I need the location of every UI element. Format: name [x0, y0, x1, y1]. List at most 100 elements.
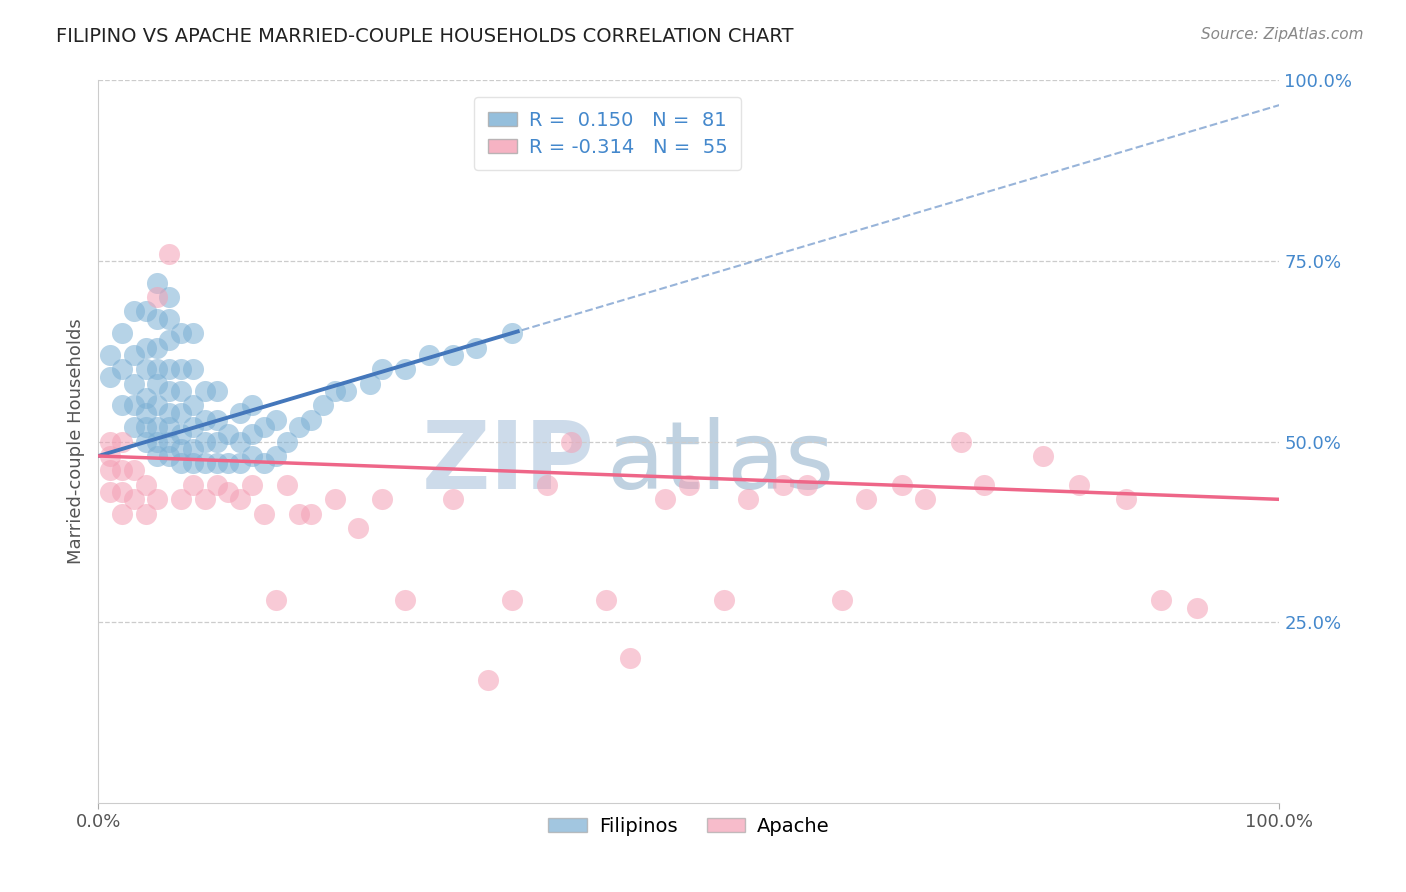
Point	[157, 420, 180, 434]
Point	[465, 341, 488, 355]
Point	[111, 398, 134, 412]
Point	[205, 384, 228, 398]
Point	[217, 456, 239, 470]
Point	[1150, 593, 1173, 607]
Point	[111, 326, 134, 340]
Text: FILIPINO VS APACHE MARRIED-COUPLE HOUSEHOLDS CORRELATION CHART: FILIPINO VS APACHE MARRIED-COUPLE HOUSEH…	[56, 27, 794, 45]
Point	[371, 362, 394, 376]
Point	[181, 420, 204, 434]
Point	[264, 413, 287, 427]
Point	[135, 362, 157, 376]
Point	[146, 398, 169, 412]
Point	[111, 434, 134, 449]
Point	[678, 478, 700, 492]
Point	[501, 326, 523, 340]
Point	[122, 420, 145, 434]
Point	[855, 492, 877, 507]
Point	[146, 376, 169, 391]
Point	[240, 449, 263, 463]
Point	[98, 485, 121, 500]
Point	[253, 456, 276, 470]
Point	[146, 449, 169, 463]
Point	[229, 434, 252, 449]
Point	[264, 593, 287, 607]
Point	[713, 593, 735, 607]
Point	[796, 478, 818, 492]
Point	[1067, 478, 1090, 492]
Point	[157, 434, 180, 449]
Point	[949, 434, 972, 449]
Legend: Filipinos, Apache: Filipinos, Apache	[540, 809, 838, 844]
Point	[253, 507, 276, 521]
Point	[146, 420, 169, 434]
Point	[111, 362, 134, 376]
Text: Source: ZipAtlas.com: Source: ZipAtlas.com	[1201, 27, 1364, 42]
Point	[394, 362, 416, 376]
Point	[501, 593, 523, 607]
Point	[205, 434, 228, 449]
Point	[181, 456, 204, 470]
Point	[371, 492, 394, 507]
Point	[146, 434, 169, 449]
Point	[323, 384, 346, 398]
Point	[619, 651, 641, 665]
Point	[181, 398, 204, 412]
Point	[122, 463, 145, 477]
Point	[122, 492, 145, 507]
Point	[135, 420, 157, 434]
Point	[536, 478, 558, 492]
Point	[240, 478, 263, 492]
Point	[205, 478, 228, 492]
Point	[347, 521, 370, 535]
Point	[276, 434, 298, 449]
Text: atlas: atlas	[606, 417, 835, 509]
Point	[1185, 600, 1208, 615]
Point	[98, 449, 121, 463]
Point	[288, 507, 311, 521]
Point	[157, 334, 180, 348]
Point	[737, 492, 759, 507]
Point	[135, 304, 157, 318]
Point	[973, 478, 995, 492]
Point	[217, 427, 239, 442]
Point	[170, 362, 193, 376]
Point	[194, 456, 217, 470]
Point	[157, 362, 180, 376]
Point	[135, 478, 157, 492]
Point	[157, 406, 180, 420]
Point	[170, 456, 193, 470]
Point	[299, 507, 322, 521]
Point	[312, 398, 335, 412]
Point	[170, 326, 193, 340]
Point	[122, 398, 145, 412]
Point	[135, 406, 157, 420]
Point	[394, 593, 416, 607]
Point	[146, 492, 169, 507]
Point	[359, 376, 381, 391]
Point	[146, 276, 169, 290]
Point	[146, 362, 169, 376]
Point	[772, 478, 794, 492]
Point	[157, 311, 180, 326]
Point	[441, 492, 464, 507]
Point	[890, 478, 912, 492]
Point	[135, 434, 157, 449]
Point	[111, 485, 134, 500]
Point	[122, 376, 145, 391]
Point	[831, 593, 853, 607]
Point	[205, 413, 228, 427]
Point	[299, 413, 322, 427]
Point	[418, 348, 440, 362]
Point	[914, 492, 936, 507]
Text: ZIP: ZIP	[422, 417, 595, 509]
Point	[1115, 492, 1137, 507]
Point	[157, 290, 180, 304]
Point	[146, 311, 169, 326]
Point	[441, 348, 464, 362]
Point	[98, 369, 121, 384]
Point	[181, 442, 204, 456]
Point	[170, 427, 193, 442]
Point	[229, 492, 252, 507]
Point	[170, 384, 193, 398]
Point	[264, 449, 287, 463]
